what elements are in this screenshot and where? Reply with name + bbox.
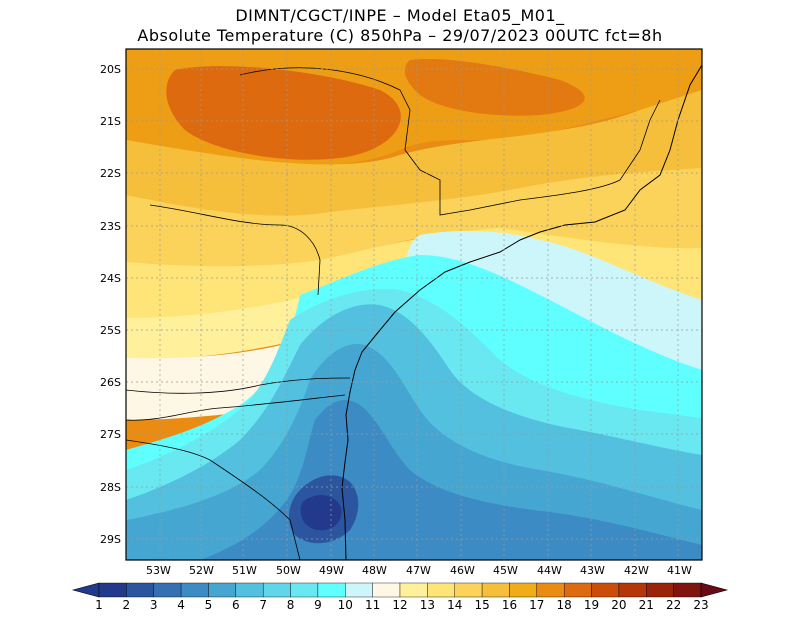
colorbar-swatch — [427, 582, 455, 598]
lat-label-23s: 23S — [100, 220, 121, 233]
colorbar-label: 20 — [611, 598, 627, 612]
colorbar-label: 16 — [501, 598, 518, 612]
lat-label-28s: 28S — [100, 481, 121, 494]
colorbar-swatch — [235, 582, 264, 598]
grid-lines — [126, 49, 702, 560]
colorbar-swatch — [454, 582, 483, 598]
colorbar-swatch — [536, 582, 565, 598]
band-14 — [126, 168, 702, 269]
colorbar-swatch — [262, 582, 291, 598]
colorbar-label: 22 — [665, 598, 682, 612]
colorbar-label: 17 — [529, 598, 545, 612]
colorbar-label: 4 — [177, 598, 185, 612]
colorbar-label: 23 — [693, 598, 709, 612]
chart-title-line-1: DIMNT/CGCT/INPE – Model Eta05_M01_ — [235, 6, 565, 25]
colorbar-label: 11 — [364, 598, 381, 612]
lon-label-45w: 45W — [493, 564, 518, 577]
lat-label-29s: 29S — [100, 533, 121, 546]
colorbar-label: 3 — [149, 598, 158, 612]
colorbar-label: 9 — [314, 598, 322, 612]
lon-label-52w: 52W — [189, 564, 214, 577]
colorbar-label: 2 — [122, 598, 131, 612]
lon-label-42w: 42W — [624, 564, 649, 577]
lon-label-46w: 46W — [450, 564, 475, 577]
colorbar-label: 8 — [286, 598, 295, 612]
colorbar-swatch — [290, 582, 319, 598]
lat-label-22s: 22S — [100, 167, 121, 180]
colorbar-label: 1 — [95, 598, 103, 612]
lat-label-20s: 20S — [100, 63, 121, 76]
lat-label-24s: 24S — [100, 272, 121, 285]
colorbar-swatch — [399, 582, 428, 598]
colorbar-label: 13 — [419, 598, 435, 612]
colorbar-label: 21 — [638, 598, 654, 612]
lon-label-51w: 51W — [232, 564, 257, 577]
colorbar-swatch — [345, 582, 373, 598]
colorbar-swatch — [208, 582, 237, 598]
lon-label-43w: 43W — [580, 564, 605, 577]
border-argentina — [126, 439, 301, 560]
coastline — [341, 64, 702, 560]
colorbar-swatch — [618, 582, 647, 598]
colorbar-swatch — [98, 582, 127, 598]
lat-label-26s: 26S — [100, 376, 121, 389]
colorbar-swatch — [563, 582, 592, 598]
colorbar-arrow-right — [700, 582, 729, 598]
lon-label-49w: 49W — [319, 564, 344, 577]
colorbar-swatch — [646, 582, 674, 598]
colorbar-swatch — [372, 582, 401, 598]
border-pr-sc — [126, 377, 351, 394]
colorbar-label: 15 — [474, 598, 490, 612]
colorbar-swatch — [509, 582, 538, 598]
lat-label-25s: 25S — [100, 324, 121, 337]
chart-title-line-2: Absolute Temperature (C) 850hPa – 29/07/… — [137, 26, 663, 45]
temperature-field — [126, 49, 702, 560]
lon-label-48w: 48W — [362, 564, 387, 577]
colorbar-arrow-left — [71, 582, 100, 598]
lat-label-21s: 21S — [100, 115, 121, 128]
border-sc-rs — [126, 394, 346, 421]
lon-label-50w: 50W — [276, 564, 301, 577]
map-frame — [125, 48, 703, 561]
lon-label-53w: 53W — [146, 564, 171, 577]
colorbar-swatch — [153, 582, 182, 598]
lon-label-41w: 41W — [667, 564, 692, 577]
border-ms-pr — [149, 204, 321, 296]
colorbar-swatch — [126, 582, 154, 598]
band-18-core — [166, 66, 401, 160]
band-2 — [300, 495, 342, 531]
band-18-east — [404, 59, 585, 116]
colorbar-label: 18 — [556, 598, 572, 612]
colorbar-label: 6 — [231, 598, 240, 612]
colorbar-swatch — [481, 582, 510, 598]
band-15 — [126, 90, 702, 220]
colorbar-label: 12 — [392, 598, 408, 612]
colorbar-label: 14 — [447, 598, 463, 612]
colorbar-label: 7 — [259, 598, 267, 612]
colorbar-label: 19 — [583, 598, 600, 612]
colorbar-swatch — [317, 582, 346, 598]
colorbar-swatch — [673, 582, 702, 598]
colorbar-label: 5 — [204, 598, 213, 612]
colorbar-label: 10 — [337, 598, 353, 612]
lon-label-44w: 44W — [537, 564, 562, 577]
lon-label-47w: 47W — [406, 564, 431, 577]
colorbar-swatch — [180, 582, 209, 598]
lat-label-27s: 27S — [100, 428, 121, 441]
colorbar — [71, 582, 729, 598]
band-6 — [126, 344, 702, 560]
colorbar-swatch — [591, 582, 620, 598]
